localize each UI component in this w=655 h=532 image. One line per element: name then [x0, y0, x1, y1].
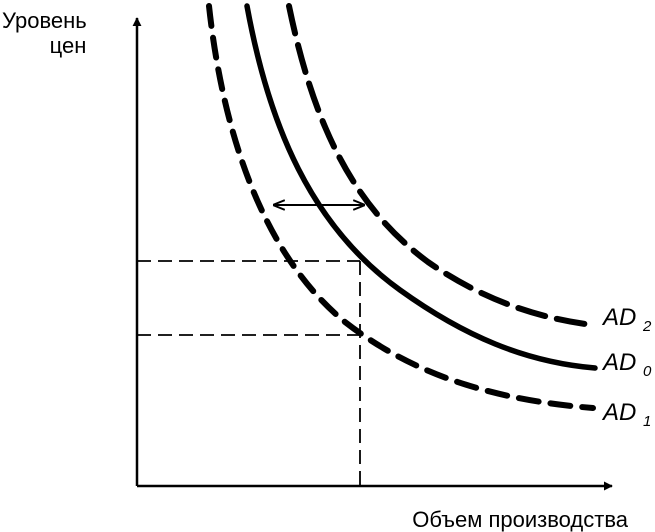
y-axis-label-line1: Уровень: [2, 8, 87, 33]
curve-label-ad1-main: AD: [601, 399, 636, 426]
curve-label-ad0: AD 0: [601, 349, 652, 380]
curve-ad1: [206, 3, 596, 411]
curve-label-ad0-main: AD: [601, 349, 636, 376]
curve-label-ad2-main: AD: [601, 304, 636, 331]
curve-label-ad1: AD 1: [601, 399, 651, 430]
curve-ad0: [244, 3, 598, 371]
y-axis-label-line2: цен: [50, 33, 87, 58]
curve-label-ad1-sub: 1: [643, 413, 651, 430]
curve-label-ad2-sub: 2: [642, 318, 652, 335]
x-axis-label: Объем производства: [412, 507, 629, 532]
guide-lines: [137, 260, 361, 486]
curve-label-ad0-sub: 0: [643, 363, 652, 380]
curve-ad2: [286, 3, 596, 328]
curve-label-ad2: AD 2: [601, 304, 652, 335]
